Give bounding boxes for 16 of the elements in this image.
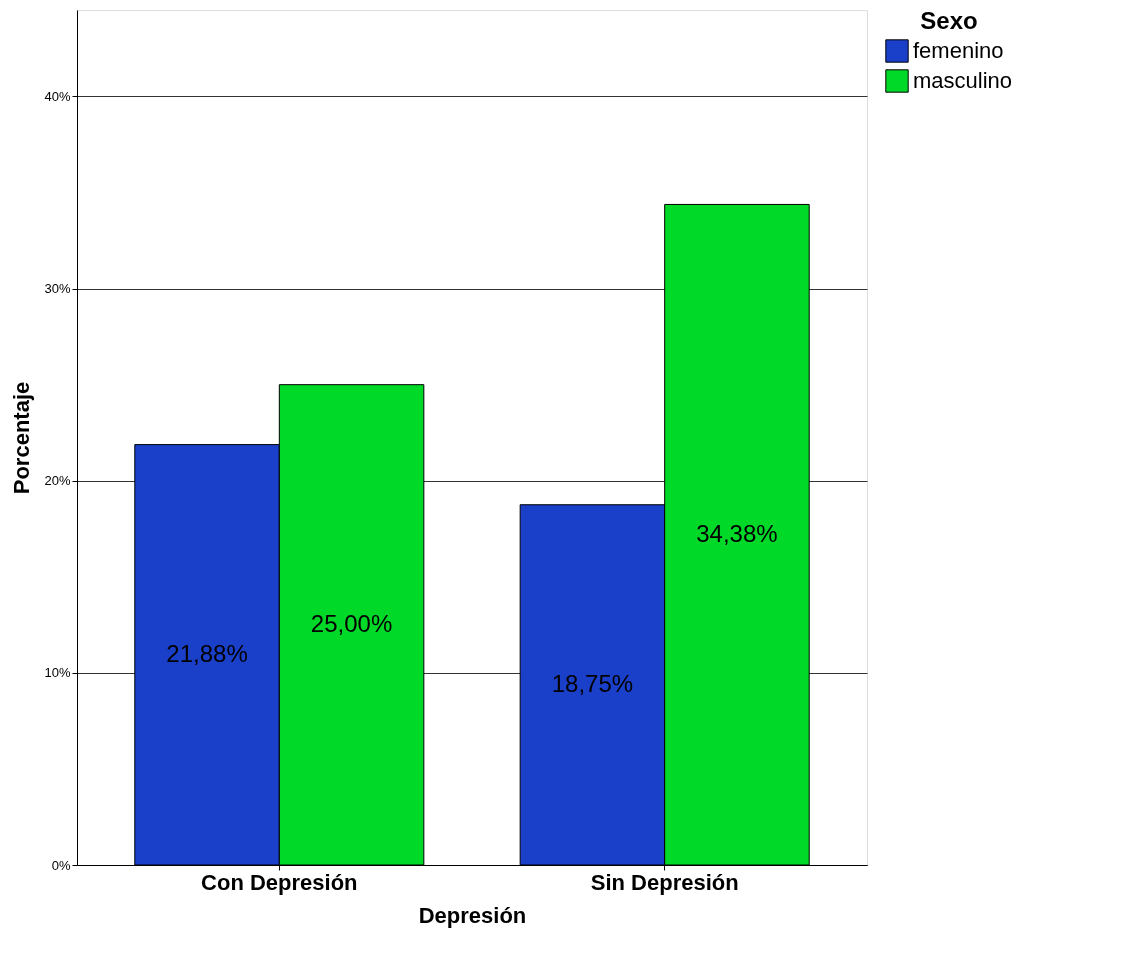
data-label: 34,38% xyxy=(696,519,778,547)
data-label: 21,88% xyxy=(166,639,248,667)
x-tick-label: Sin Depresión xyxy=(590,869,739,895)
x-tick-label: Con Depresión xyxy=(201,869,358,895)
legend-label: masculino xyxy=(913,68,1013,93)
y-tick-label: 0% xyxy=(51,857,71,873)
x-axis-title: Depresión xyxy=(418,902,527,928)
data-label: 18,75% xyxy=(551,669,634,697)
y-tick-label: 40% xyxy=(44,88,71,104)
y-tick-label: 30% xyxy=(44,281,71,297)
legend-label: femenino xyxy=(913,38,1004,63)
y-tick-label: 10% xyxy=(44,665,71,681)
y-tick-label: 20% xyxy=(44,473,71,489)
data-label: 25,00% xyxy=(310,609,393,637)
legend-title: Sexo xyxy=(920,7,978,34)
y-axis-title: Porcentaje xyxy=(9,381,35,495)
